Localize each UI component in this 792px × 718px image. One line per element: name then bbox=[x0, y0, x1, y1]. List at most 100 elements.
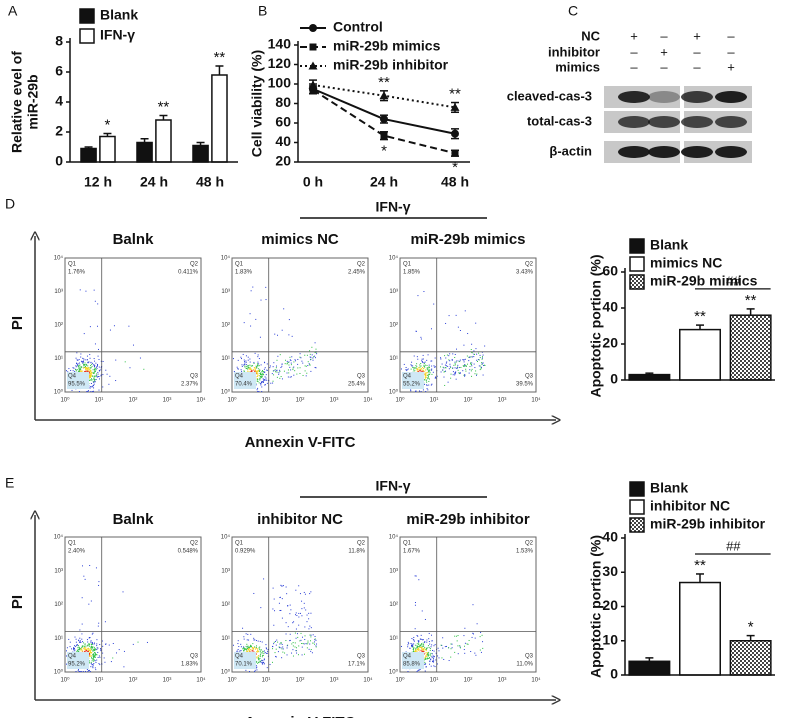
event-dot bbox=[272, 587, 274, 589]
event-dot bbox=[452, 353, 454, 355]
event-dot bbox=[479, 354, 481, 356]
event-dot bbox=[471, 343, 473, 345]
quadrant-percent: 3.43% bbox=[516, 270, 534, 276]
event-dot bbox=[248, 368, 250, 370]
event-dot bbox=[303, 602, 305, 604]
event-dot bbox=[414, 369, 416, 371]
panel-letter: D bbox=[5, 196, 15, 212]
bar bbox=[679, 581, 721, 676]
event-dot bbox=[77, 363, 79, 365]
event-dot bbox=[280, 584, 282, 586]
event-dot bbox=[310, 636, 312, 638]
event-dot bbox=[427, 377, 429, 379]
event-dot bbox=[255, 656, 257, 658]
event-dot bbox=[85, 365, 87, 367]
quadrant-percent: 95.2% bbox=[68, 662, 86, 668]
event-dot bbox=[274, 333, 276, 335]
event-dot bbox=[474, 373, 476, 375]
event-dot bbox=[255, 318, 257, 320]
event-dot bbox=[86, 355, 88, 357]
event-dot bbox=[242, 353, 244, 355]
event-dot bbox=[463, 344, 465, 346]
event-dot bbox=[247, 356, 249, 358]
event-dot bbox=[90, 374, 92, 376]
event-dot bbox=[255, 656, 257, 658]
event-dot bbox=[424, 377, 426, 379]
condition-label: mimics bbox=[555, 59, 600, 74]
event-dot bbox=[287, 369, 289, 371]
event-dot bbox=[301, 643, 303, 645]
event-dot bbox=[425, 380, 427, 382]
event-dot bbox=[279, 597, 281, 599]
condition-sign: – bbox=[727, 28, 735, 43]
event-dot bbox=[297, 363, 299, 365]
event-dot bbox=[247, 366, 249, 368]
event-dot bbox=[90, 370, 92, 372]
event-dot bbox=[75, 671, 77, 672]
event-dot bbox=[96, 373, 98, 375]
event-dot bbox=[69, 641, 71, 643]
event-dot bbox=[315, 646, 317, 648]
event-dot bbox=[84, 364, 86, 366]
event-dot bbox=[431, 640, 433, 642]
event-dot bbox=[263, 659, 265, 661]
event-dot bbox=[242, 627, 244, 629]
flow-y-tick: 10³ bbox=[221, 568, 230, 574]
event-dot bbox=[245, 364, 247, 366]
event-dot bbox=[264, 384, 266, 386]
event-dot bbox=[106, 373, 108, 375]
event-dot bbox=[93, 643, 95, 645]
quadrant-name: Q2 bbox=[357, 262, 366, 268]
event-dot bbox=[307, 640, 309, 642]
blot-band bbox=[618, 116, 650, 128]
event-dot bbox=[303, 591, 305, 593]
event-dot bbox=[260, 375, 262, 377]
event-dot bbox=[93, 659, 95, 661]
event-dot bbox=[252, 286, 254, 288]
event-dot bbox=[104, 621, 106, 623]
event-dot bbox=[299, 640, 301, 642]
event-dot bbox=[418, 669, 420, 671]
event-dot bbox=[428, 657, 430, 659]
event-dot bbox=[87, 369, 89, 371]
event-dot bbox=[421, 361, 423, 363]
event-dot bbox=[412, 648, 414, 650]
event-dot bbox=[123, 650, 125, 652]
event-dot bbox=[86, 359, 88, 361]
event-dot bbox=[476, 373, 478, 375]
event-dot bbox=[265, 379, 267, 381]
event-dot bbox=[251, 649, 253, 651]
event-dot bbox=[265, 374, 267, 376]
event-dot bbox=[286, 360, 288, 362]
event-dot bbox=[314, 357, 316, 359]
event-dot bbox=[98, 655, 100, 657]
event-dot bbox=[91, 658, 93, 660]
event-dot bbox=[289, 604, 291, 606]
event-dot bbox=[427, 377, 429, 379]
event-dot bbox=[78, 671, 80, 672]
event-dot bbox=[88, 377, 90, 379]
event-dot bbox=[471, 375, 473, 377]
event-dot bbox=[99, 370, 101, 372]
event-dot bbox=[75, 641, 77, 643]
event-dot bbox=[416, 368, 418, 370]
event-dot bbox=[481, 358, 483, 360]
event-dot bbox=[267, 648, 269, 650]
event-dot bbox=[112, 657, 114, 659]
event-dot bbox=[249, 313, 251, 315]
event-dot bbox=[89, 643, 91, 645]
event-dot bbox=[100, 367, 102, 369]
event-dot bbox=[437, 663, 439, 665]
event-dot bbox=[428, 651, 430, 653]
quadrant-percent: 70.4% bbox=[235, 382, 253, 388]
event-dot bbox=[240, 356, 242, 358]
flow-x-tick: 10² bbox=[129, 398, 138, 404]
event-dot bbox=[287, 626, 289, 628]
bar bbox=[628, 373, 671, 381]
event-dot bbox=[262, 654, 264, 656]
event-dot bbox=[255, 376, 257, 378]
event-dot bbox=[94, 370, 96, 372]
blot-band bbox=[648, 91, 680, 103]
event-dot bbox=[100, 649, 102, 651]
